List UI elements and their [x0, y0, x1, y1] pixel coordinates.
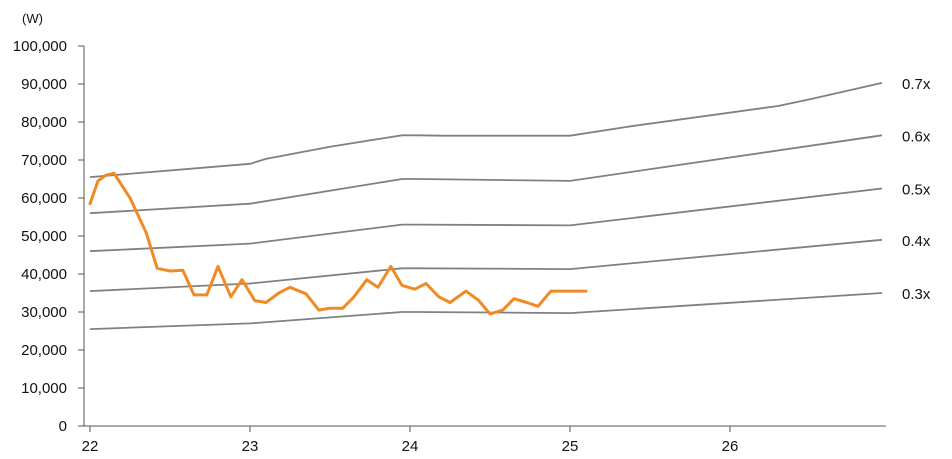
- y-tick-label: 90,000: [21, 76, 67, 93]
- y-tick-label: 40,000: [21, 266, 67, 283]
- y-tick-label: 80,000: [21, 114, 67, 131]
- x-tick-label: 23: [242, 438, 259, 455]
- x-axis-tick-labels: 22 23 24 25 26: [82, 438, 739, 455]
- band-line-0-3x: [89, 292, 883, 330]
- x-tick-label: 25: [562, 438, 579, 455]
- band-line-0-5x: [89, 187, 883, 253]
- band-labels: 0.7x 0.6x 0.5x 0.4x 0.3x: [902, 76, 931, 303]
- band-line-0-6x: [89, 134, 883, 215]
- y-tick-label: 100,000: [13, 38, 67, 55]
- x-tick-label: 22: [82, 438, 99, 455]
- x-tick-label: 24: [402, 438, 419, 455]
- band-line-0-4x: [89, 238, 883, 292]
- axes: [78, 45, 886, 432]
- band-line-0-7x: [89, 82, 883, 178]
- y-tick-label: 10,000: [21, 380, 67, 397]
- y-tick-label: 0: [59, 418, 67, 435]
- y-axis-tick-labels: 0 10,000 20,000 30,000 40,000 50,000 60,000 70,…: [13, 38, 67, 435]
- price-series: [88, 171, 588, 316]
- band-label: 0.3x: [902, 286, 931, 303]
- band-label: 0.4x: [902, 233, 931, 250]
- y-tick-label: 20,000: [21, 342, 67, 359]
- band-label: 0.6x: [902, 128, 931, 145]
- band-label: 0.7x: [902, 76, 931, 93]
- price-line: [88, 171, 588, 316]
- band-lines: [89, 82, 883, 330]
- band-label: 0.5x: [902, 182, 931, 199]
- y-tick-label: 30,000: [21, 304, 67, 321]
- y-tick-label: 50,000: [21, 228, 67, 245]
- y-tick-label: 70,000: [21, 152, 67, 169]
- y-axis-unit-label: (W): [22, 11, 43, 26]
- x-tick-label: 26: [722, 438, 739, 455]
- y-tick-label: 60,000: [21, 190, 67, 207]
